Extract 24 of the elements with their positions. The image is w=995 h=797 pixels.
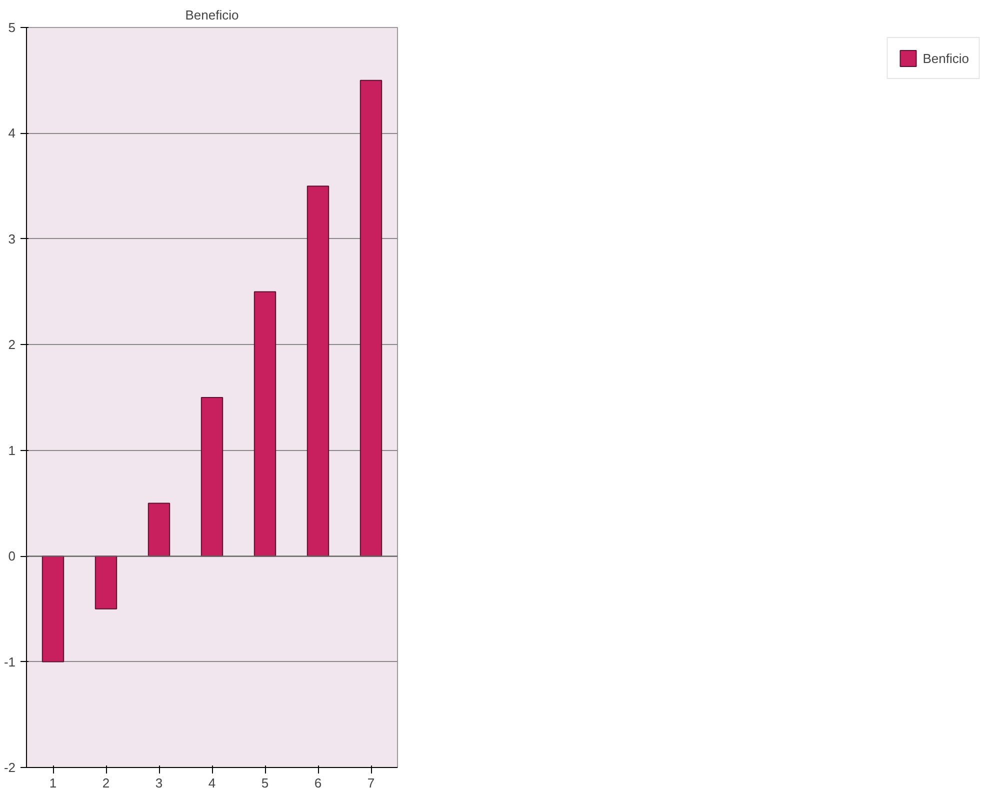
y-tick-label: -2 bbox=[4, 760, 16, 775]
x-tick-label: 4 bbox=[208, 776, 216, 790]
y-tick-label: 5 bbox=[8, 20, 16, 35]
x-tick-label: 1 bbox=[49, 776, 57, 790]
y-tick-label: 3 bbox=[8, 231, 16, 246]
bar bbox=[200, 397, 224, 557]
y-tick-label: 1 bbox=[8, 442, 16, 458]
x-tick-label: 6 bbox=[314, 776, 322, 790]
x-tick-label: 7 bbox=[367, 776, 375, 790]
bar bbox=[360, 80, 382, 557]
y-tick-label: 2 bbox=[8, 337, 16, 352]
bar bbox=[42, 556, 64, 662]
y-tick-label: 0 bbox=[8, 548, 16, 564]
bar bbox=[148, 502, 170, 557]
x-tick-label: 2 bbox=[102, 776, 110, 790]
bar bbox=[306, 186, 330, 557]
chart-title: Beneficio bbox=[185, 8, 239, 22]
x-tick-label: 3 bbox=[155, 776, 163, 790]
bar bbox=[254, 291, 276, 557]
bar bbox=[94, 556, 118, 610]
legend-label: Benficio bbox=[922, 50, 969, 66]
y-tick-label: -1 bbox=[4, 654, 16, 670]
y-tick-label: 4 bbox=[8, 126, 16, 141]
x-tick-label: 5 bbox=[261, 776, 269, 790]
